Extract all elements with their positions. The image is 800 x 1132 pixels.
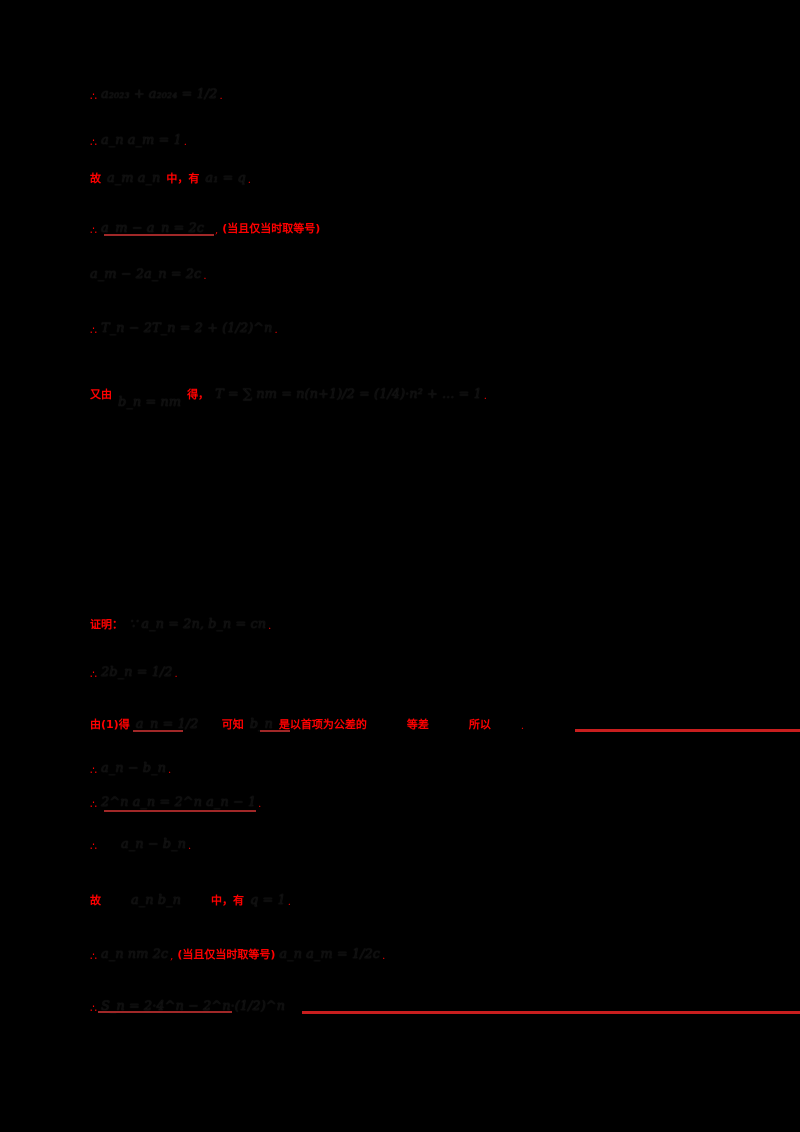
- equation: a_n a_m = 1/2c: [279, 947, 381, 962]
- math-line: 由(1)得 a_n = 1/2 可知 b_n 是以首项为公差的 等差 所以 .: [90, 708, 524, 732]
- therefore-icon: ∴: [90, 1002, 97, 1015]
- math-line: 故 a_n b_n 中，有 q = 1 .: [90, 884, 291, 908]
- math-line: ∴ a_n − b_n .: [90, 828, 191, 852]
- equation: T = ∑ nm = n(n+1)/2 = (1/4)·n² + ... = 1: [215, 387, 482, 402]
- label: 证明：: [90, 618, 123, 631]
- end-mark: ,: [170, 951, 174, 962]
- math-line: 又由 b_n = nm 得， T = ∑ nm = n(n+1)/2 = (1/…: [90, 378, 487, 410]
- therefore-icon: ∴: [90, 764, 97, 777]
- therefore-icon: ∴: [90, 324, 97, 337]
- math-line: 故 a_m a_n 中，有 a₁ = q .: [90, 162, 251, 186]
- equation: a_n − b_n: [101, 761, 166, 776]
- end-mark: .: [219, 91, 223, 102]
- equation: T_n − 2T_n = 2 + (1/2)^n: [101, 321, 273, 336]
- math-line: ∴ 2b_n = 1/2 .: [90, 656, 178, 680]
- equation: a₂₀₂₃ + a₂₀₂₄ = 1/2: [101, 87, 218, 102]
- answer-underline: [575, 729, 800, 732]
- answer-underline: [104, 234, 214, 236]
- condition-note: (当且仅当时取等号): [222, 222, 321, 235]
- equation: S_n = 2·4^n − 2^n·(1/2)^n: [101, 999, 286, 1014]
- label: 得，: [187, 388, 210, 401]
- equation: a_m − a_n = 2c: [101, 221, 205, 236]
- end-mark: .: [520, 721, 525, 732]
- end-mark: .: [287, 897, 291, 908]
- end-mark: .: [382, 951, 386, 962]
- therefore-icon: ∴: [90, 136, 97, 149]
- therefore-icon: ∴: [90, 950, 97, 963]
- label: 可知: [221, 718, 244, 731]
- therefore-icon: ∴: [90, 224, 97, 237]
- label: 是以首项为公差的: [278, 718, 367, 731]
- label: 中，有: [166, 172, 200, 185]
- therefore-icon: ∴: [90, 668, 97, 681]
- answer-underline: [98, 1011, 232, 1013]
- end-mark: .: [268, 621, 272, 632]
- math-line: a_m − 2a_n = 2c .: [90, 258, 207, 282]
- answer-underline: [133, 730, 183, 732]
- end-mark: .: [183, 137, 187, 148]
- equation: q = 1: [249, 893, 286, 908]
- label: 等差: [406, 718, 429, 731]
- equation: a_n = 1/2: [135, 717, 199, 732]
- equation: a_n b_n: [131, 893, 181, 908]
- math-line: ∴ 2^n a_n = 2^n a_n − 1 .: [90, 786, 261, 810]
- equation: a_n − b_n: [121, 837, 186, 852]
- end-mark: .: [174, 669, 178, 680]
- math-line: ∴ a₂₀₂₃ + a₂₀₂₄ = 1/2 .: [90, 78, 223, 102]
- math-line: ∴ S_n = 2·4^n − 2^n·(1/2)^n: [90, 990, 285, 1014]
- equation: a_n a_m = 1: [101, 133, 182, 148]
- end-mark: .: [247, 175, 251, 186]
- end-mark: .: [274, 325, 278, 336]
- therefore-icon: ∴: [90, 798, 97, 811]
- label: 中，有: [210, 894, 244, 907]
- math-line: ∴ a_n nm 2c , (当且仅当时取等号) a_n a_m = 1/2c …: [90, 938, 385, 962]
- equation: a_m − 2a_n = 2c: [90, 267, 202, 282]
- answer-underline: [260, 730, 290, 732]
- equation: 2^n a_n = 2^n a_n − 1: [101, 795, 257, 810]
- end-mark: .: [187, 841, 192, 852]
- label: 所以: [468, 718, 491, 731]
- math-line: ∴ a_n − b_n .: [90, 752, 171, 776]
- therefore-icon: ∴: [90, 840, 97, 853]
- equation: b_n = nm: [118, 395, 182, 410]
- end-mark: ,: [215, 225, 219, 236]
- equation: a_m a_n: [107, 171, 161, 186]
- label: 又由: [90, 388, 112, 401]
- answer-underline: [302, 1011, 800, 1014]
- label: 故: [90, 894, 101, 907]
- math-line: ∴ T_n − 2T_n = 2 + (1/2)^n .: [90, 312, 278, 336]
- equation: a₁ = q: [205, 171, 246, 186]
- end-mark: .: [258, 799, 262, 810]
- equation: b_n: [249, 717, 273, 732]
- end-mark: .: [483, 391, 487, 402]
- label: 由(1)得: [90, 718, 130, 731]
- equation: ∵ a_n = 2n, b_n = cn: [129, 617, 267, 632]
- therefore-icon: ∴: [90, 90, 97, 103]
- math-line: ∴ a_n a_m = 1 .: [90, 124, 187, 148]
- answer-underline: [104, 810, 256, 812]
- condition-note: (当且仅当时取等号): [177, 948, 276, 961]
- end-mark: .: [203, 271, 207, 282]
- end-mark: .: [167, 765, 172, 776]
- equation: a_n nm 2c: [101, 947, 169, 962]
- math-line: 证明： ∵ a_n = 2n, b_n = cn .: [90, 608, 271, 632]
- equation: 2b_n = 1/2: [101, 665, 173, 680]
- label: 故: [90, 172, 101, 185]
- math-line: ∴ a_m − a_n = 2c , (当且仅当时取等号): [90, 212, 320, 236]
